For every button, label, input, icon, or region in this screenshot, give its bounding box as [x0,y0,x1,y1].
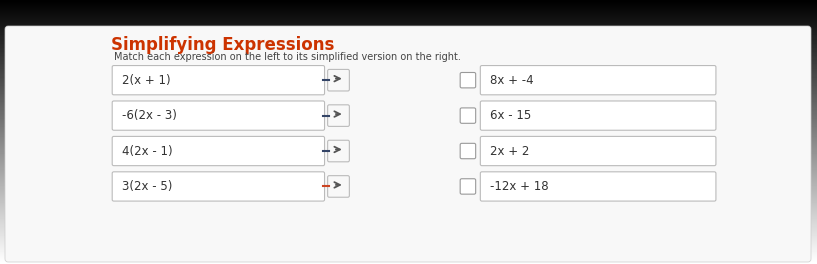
FancyBboxPatch shape [460,73,475,88]
Text: 6x - 15: 6x - 15 [489,109,531,122]
Text: Match each expression on the left to its simplified version on the right.: Match each expression on the left to its… [114,52,461,62]
FancyBboxPatch shape [460,143,475,159]
FancyBboxPatch shape [480,172,716,201]
Text: 2(x + 1): 2(x + 1) [122,74,170,87]
Text: -12x + 18: -12x + 18 [489,180,548,193]
FancyBboxPatch shape [328,140,350,162]
FancyBboxPatch shape [328,105,350,126]
FancyBboxPatch shape [112,101,324,130]
FancyBboxPatch shape [328,69,350,91]
FancyBboxPatch shape [112,172,324,201]
Text: 4(2x - 1): 4(2x - 1) [122,144,172,158]
FancyBboxPatch shape [480,136,716,166]
Text: Simplifying Expressions: Simplifying Expressions [111,36,335,54]
FancyBboxPatch shape [112,136,324,166]
Text: 8x + -4: 8x + -4 [489,74,534,87]
FancyBboxPatch shape [480,101,716,130]
Text: -6(2x - 3): -6(2x - 3) [122,109,176,122]
FancyBboxPatch shape [460,179,475,194]
FancyBboxPatch shape [480,65,716,95]
FancyBboxPatch shape [328,176,350,197]
FancyBboxPatch shape [112,65,324,95]
FancyBboxPatch shape [5,26,811,262]
FancyBboxPatch shape [460,108,475,123]
Text: 3(2x - 5): 3(2x - 5) [122,180,172,193]
Text: 2x + 2: 2x + 2 [489,144,529,158]
